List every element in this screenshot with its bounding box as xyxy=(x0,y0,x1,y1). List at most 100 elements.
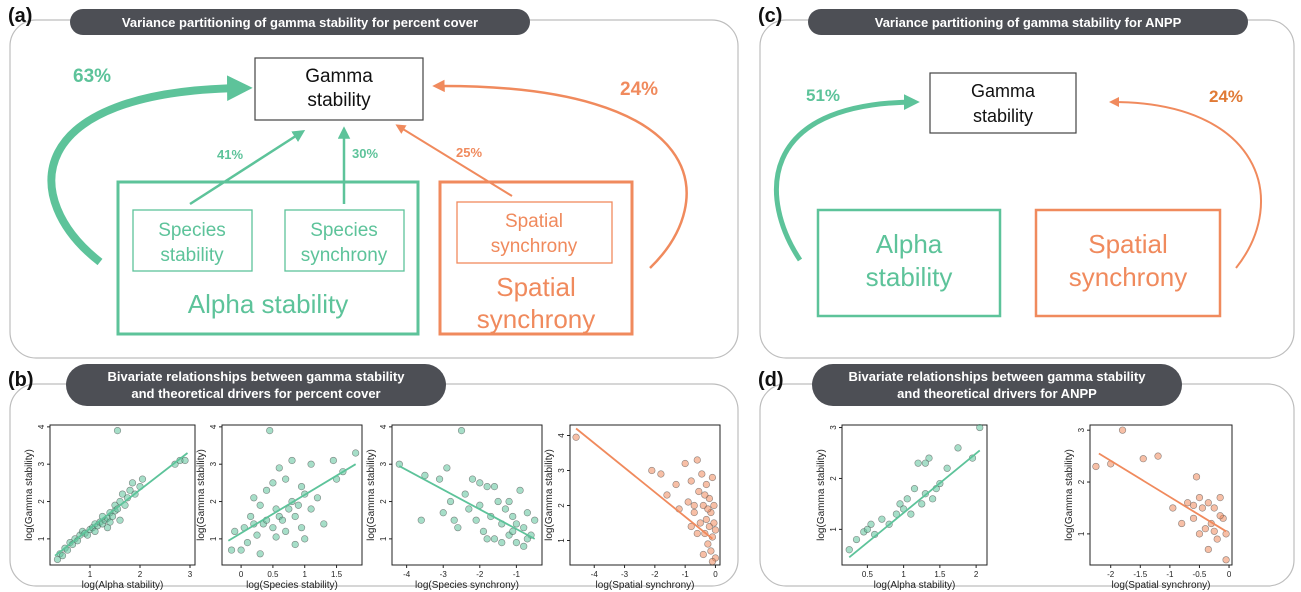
data-point xyxy=(237,546,245,554)
panel-d: (d) Bivariate relationships between gamm… xyxy=(758,364,1295,587)
species-stability-label-2: stability xyxy=(160,245,224,266)
spatial-percent: 24% xyxy=(620,79,658,100)
scatter-plot-1: 1 2 3 1 2 3 4 log(Alpha stability) log(Gamma sta… xyxy=(24,424,196,591)
data-point xyxy=(520,524,528,532)
data-point xyxy=(690,501,698,510)
data-point xyxy=(275,464,283,472)
y-tick-label: 3 xyxy=(557,468,566,473)
x-tick-label: -1 xyxy=(513,570,521,579)
panel-a-header-pill xyxy=(70,9,530,35)
data-point xyxy=(711,526,720,534)
data-point xyxy=(1222,530,1230,538)
data-point xyxy=(1198,504,1207,512)
data-point xyxy=(113,427,122,435)
data-point xyxy=(702,515,710,524)
spatial-inner-arrow xyxy=(395,124,513,197)
panel-c-tag: (c) xyxy=(758,5,782,27)
data-point xyxy=(693,456,701,464)
species-synchrony-label-1: Species xyxy=(310,220,378,241)
data-point xyxy=(421,471,429,480)
y-tick-label: 4 xyxy=(379,424,388,429)
y-tick-label: 4 xyxy=(209,424,218,429)
panel-d-header-pill xyxy=(812,364,1182,406)
x-tick-label: 0.5 xyxy=(862,570,874,579)
x-tick-label: -0.5 xyxy=(1193,570,1207,579)
c-gamma-label-2: stability xyxy=(973,106,1033,126)
data-point xyxy=(297,483,306,491)
data-point xyxy=(476,479,484,487)
c-spatial-label-1: Spatial xyxy=(1088,229,1168,259)
data-point xyxy=(256,501,264,509)
data-point xyxy=(1178,519,1186,528)
c-spatial-percent: 24% xyxy=(1209,87,1243,106)
data-point xyxy=(914,459,922,467)
x-axis-label: log(Alpha stability) xyxy=(82,580,164,591)
y-tick-label: 1 xyxy=(379,536,388,541)
fit-line xyxy=(575,427,713,540)
c-alpha-stability-box xyxy=(816,208,1002,318)
panel-d-tag: (d) xyxy=(758,369,784,391)
species-stability-percent: 41% xyxy=(217,147,243,162)
data-point xyxy=(1189,501,1198,509)
x-tick-label: -1.5 xyxy=(1133,570,1147,579)
data-point xyxy=(512,520,520,528)
data-point xyxy=(523,509,531,517)
species-synchrony-box xyxy=(284,209,405,272)
x-tick-label: 3 xyxy=(188,570,193,579)
data-point xyxy=(490,535,499,543)
data-point xyxy=(1192,473,1201,481)
data-point xyxy=(693,529,701,538)
data-point xyxy=(443,464,451,472)
fit-line xyxy=(1098,452,1227,533)
panel-d-header-2: and theoretical drivers for ANPP xyxy=(897,386,1097,401)
spatial-synchrony-label-1: Spatial xyxy=(496,272,576,302)
data-point xyxy=(918,500,926,508)
x-tick-label: 1.5 xyxy=(934,570,946,579)
panel-b: (b) Bivariate relationships between gamm… xyxy=(8,364,739,587)
panel-a-tag: (a) xyxy=(8,5,32,27)
x-axis-label: log(Spatial synchrony) xyxy=(596,580,695,591)
data-point xyxy=(657,470,665,478)
panel-b-header-1: Bivariate relationships between gamma st… xyxy=(108,369,406,384)
data-point xyxy=(352,449,360,457)
y-tick-label: 1 xyxy=(209,536,218,541)
spatial-synchrony-label-2: synchrony xyxy=(477,304,596,334)
x-tick-label: -4 xyxy=(403,570,411,579)
data-point xyxy=(903,495,911,503)
fit-line xyxy=(227,463,357,542)
data-point xyxy=(512,538,520,547)
data-point xyxy=(531,516,539,524)
data-point xyxy=(516,486,524,494)
data-point xyxy=(1195,493,1204,502)
y-tick-label: 1 xyxy=(1077,531,1086,536)
fit-line xyxy=(848,449,981,559)
data-point xyxy=(708,557,717,566)
data-point xyxy=(243,538,252,547)
data-point xyxy=(465,505,473,513)
data-point xyxy=(126,486,134,494)
data-point xyxy=(483,535,491,543)
data-point xyxy=(1154,452,1162,460)
y-tick-label: 3 xyxy=(209,461,218,466)
plot-frame xyxy=(569,424,721,566)
data-point xyxy=(892,510,900,518)
scatter-plot-3: -4 -3 -2 -1 1 2 3 4 log(Species synchrony) log(Ga… xyxy=(366,424,543,591)
y-tick-label: 3 xyxy=(379,461,388,466)
data-point xyxy=(708,473,717,482)
y-tick-label: 2 xyxy=(829,476,838,481)
data-point xyxy=(138,475,147,483)
spatial-synchrony-box xyxy=(438,180,634,336)
data-point xyxy=(227,546,236,554)
y-tick-label: 1 xyxy=(829,527,838,532)
data-point xyxy=(1092,462,1100,471)
data-point xyxy=(701,491,709,499)
panel-c-header: Variance partitioning of gamma stability… xyxy=(875,15,1182,30)
data-point xyxy=(435,475,444,483)
y-tick-label: 3 xyxy=(1077,427,1086,432)
y-tick-label: 2 xyxy=(1077,479,1086,484)
data-point xyxy=(103,524,112,532)
data-point xyxy=(867,520,875,528)
data-point xyxy=(479,527,488,536)
data-point xyxy=(231,527,239,536)
